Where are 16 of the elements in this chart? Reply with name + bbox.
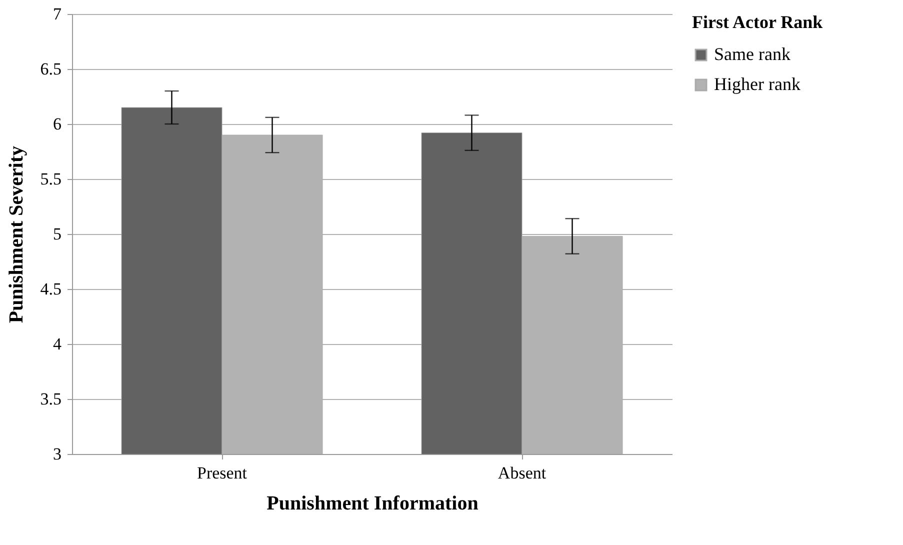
legend-label: Same rank — [714, 44, 790, 64]
x-tick-label: Present — [196, 464, 248, 482]
legend-label: Higher rank — [714, 74, 800, 94]
y-tick-label: 7 — [53, 4, 62, 24]
y-axis-title: Punishment Severity — [5, 146, 28, 324]
y-tick-label: 6.5 — [40, 60, 62, 78]
y-tick-label: 5.5 — [40, 170, 62, 188]
x-axis-title: Punishment Information — [266, 492, 478, 514]
legend-title: First Actor Rank — [692, 12, 823, 32]
y-tick-label: 3 — [53, 444, 62, 464]
y-tick-label: 4 — [53, 334, 62, 354]
y-tick-label: 3.5 — [40, 390, 62, 408]
y-tick-label: 6 — [53, 114, 62, 134]
y-tick-label: 4.5 — [40, 280, 62, 298]
x-tick-label: Absent — [498, 464, 546, 482]
y-tick-label: 5 — [53, 224, 62, 244]
